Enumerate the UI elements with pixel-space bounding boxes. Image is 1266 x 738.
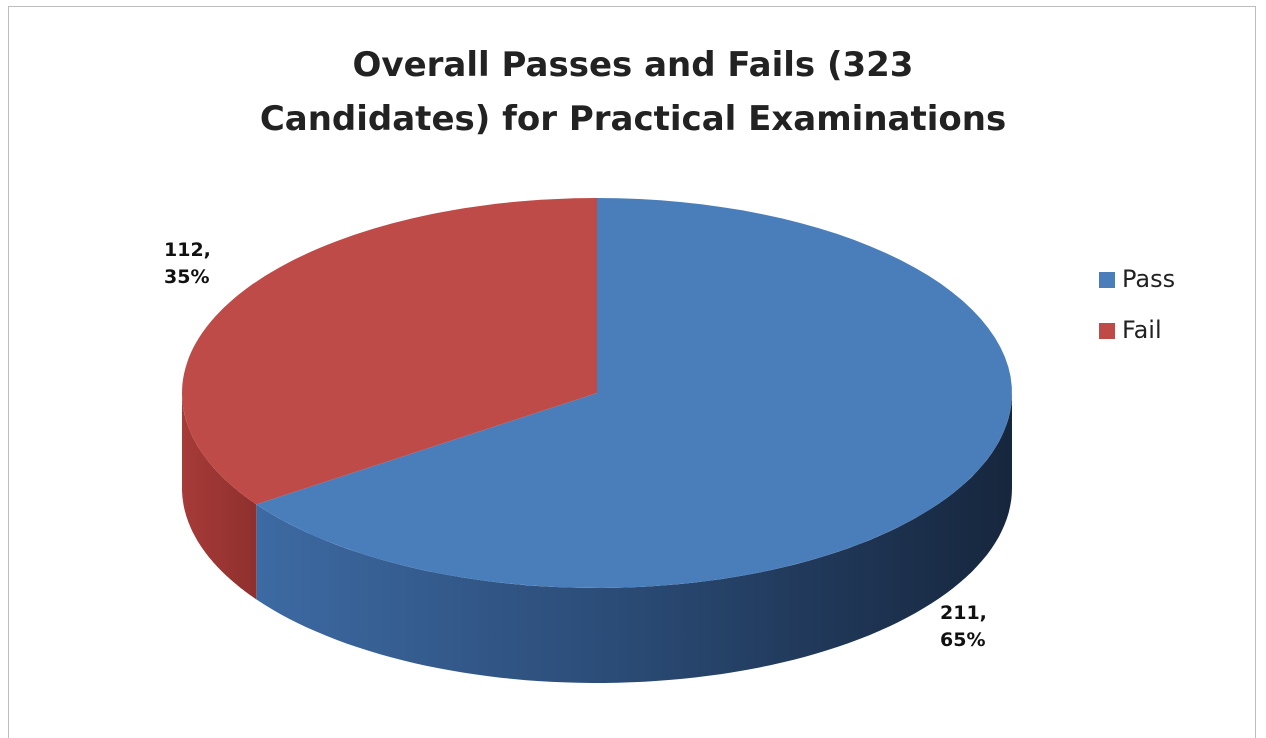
slice-side xyxy=(256,393,1012,683)
data-label: 211, 65% xyxy=(940,602,987,651)
slice-top xyxy=(182,198,597,505)
data-label: 112, 35% xyxy=(164,239,211,288)
slice-top xyxy=(256,198,1012,588)
chart-title: Overall Passes and Fails (323 Candidates… xyxy=(259,45,1007,139)
legend-swatch xyxy=(1099,323,1115,339)
legend-label: Pass xyxy=(1122,265,1175,293)
legend-swatch xyxy=(1099,272,1115,288)
slice-side xyxy=(182,393,257,600)
pie-slice xyxy=(256,198,1012,683)
pie-slice xyxy=(182,198,597,600)
chart-frame xyxy=(8,6,1256,738)
legend-label: Fail xyxy=(1122,316,1162,344)
